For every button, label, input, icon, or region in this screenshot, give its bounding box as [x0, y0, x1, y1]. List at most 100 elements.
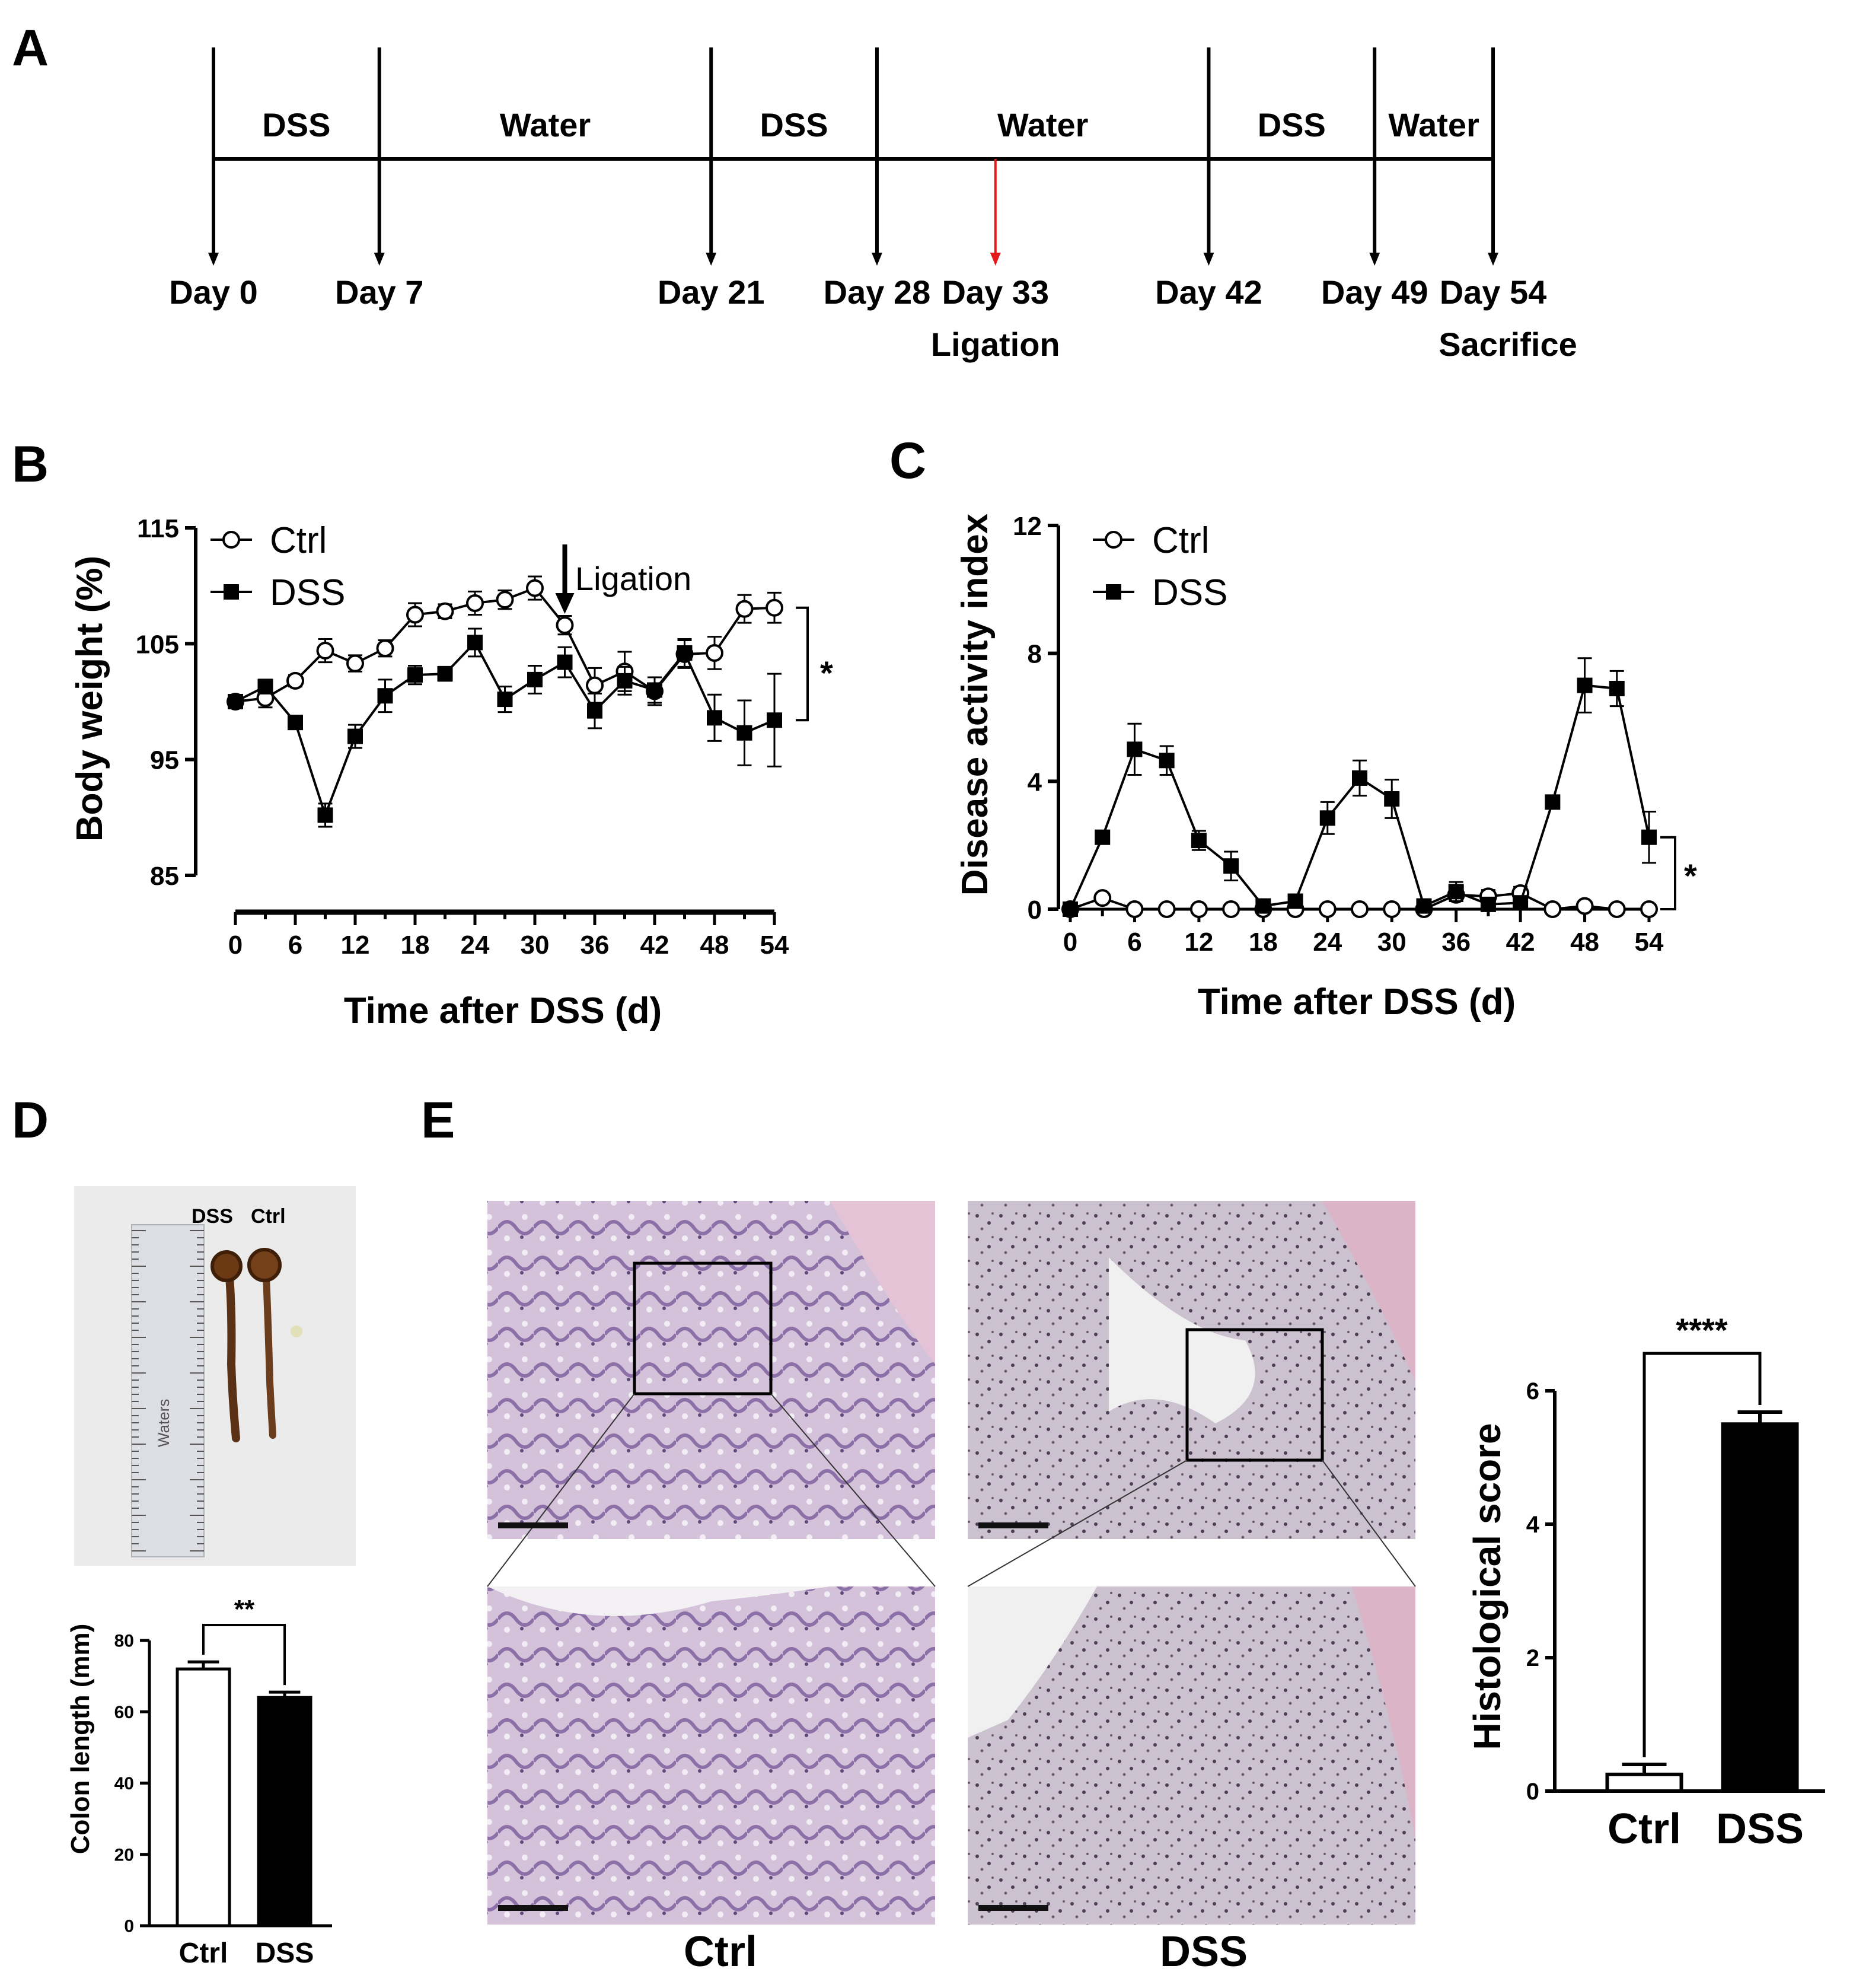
colon-dss: [224, 1259, 240, 1442]
x-tick-label: 42: [640, 931, 669, 960]
significance-mark: **: [234, 1595, 255, 1624]
bar-ctrl: [176, 1667, 231, 1928]
panel-label-e: E: [421, 1092, 455, 1149]
bar-dss: [257, 1696, 312, 1928]
significance-bracket: [202, 1624, 286, 1686]
y-tick-label: 105: [136, 630, 179, 659]
data-point-ctrl: [466, 594, 484, 612]
data-point-ctrl: [1383, 900, 1401, 918]
significance-bracket: [1642, 1352, 1762, 1757]
data-point-dss: [736, 725, 752, 741]
legend-label: Ctrl: [1152, 520, 1209, 561]
data-point-ctrl: [1608, 900, 1626, 918]
data-point-dss: [377, 688, 393, 704]
data-point-ctrl: [376, 639, 394, 658]
y-tick-label: 12: [1013, 512, 1042, 541]
data-point-dss: [647, 682, 662, 698]
arrow-head-icon: [990, 253, 1001, 266]
timeline-day-label: Day 42: [1155, 273, 1262, 311]
data-point-ctrl: [1318, 900, 1337, 918]
scale-bar: [978, 1522, 1048, 1528]
y-tick-label: 4: [1028, 767, 1042, 797]
x-tick-label: 6: [1127, 928, 1141, 957]
x-tick-label: 12: [341, 931, 370, 960]
y-tick-label: 40: [114, 1774, 134, 1793]
panel-label-d: D: [12, 1092, 49, 1149]
y-tick-label: 60: [114, 1703, 134, 1722]
y-tick-label: 0: [124, 1917, 134, 1936]
data-point-dss: [1223, 858, 1239, 874]
significance-bracket: [1660, 836, 1676, 910]
data-point-dss: [1127, 741, 1143, 757]
data-point-dss: [1641, 829, 1657, 845]
lumen-space: [1109, 1257, 1255, 1423]
timeline-segment-label: DSS: [262, 106, 330, 144]
x-tick-label: 24: [1313, 928, 1342, 957]
data-point-dss: [1448, 884, 1464, 900]
data-point-dss: [767, 712, 782, 728]
y-tick-label: 80: [114, 1632, 134, 1651]
histology-ctrl-low: [487, 1201, 935, 1539]
data-point-dss: [1609, 680, 1625, 696]
data-point-ctrl: [496, 591, 514, 609]
arrow-head-icon: [871, 253, 882, 266]
panel-label-b: B: [12, 436, 49, 493]
significance-mark: *: [820, 654, 833, 692]
zoom-box-dss: [1185, 1328, 1324, 1462]
data-point-ctrl: [1222, 900, 1240, 918]
timeline-day-label: Day 28: [824, 273, 931, 311]
timeline-day-label: Day 0: [169, 273, 257, 311]
bar-dss: [1721, 1422, 1799, 1793]
timeline-segment-label: Water: [1388, 106, 1479, 144]
colon-ctrl: [262, 1260, 276, 1439]
y-tick-label: 4: [1526, 1512, 1540, 1538]
arrow-head-icon: [1369, 253, 1380, 266]
data-point-ctrl: [766, 598, 783, 617]
timeline-day-label: Day 33: [942, 273, 1049, 311]
x-axis-label: Time after DSS (d): [344, 990, 662, 1031]
y-axis-label: Disease activity index: [955, 513, 996, 896]
significance-bracket: [796, 606, 809, 722]
timeline-segment-label: DSS: [760, 106, 828, 144]
y-axis-label: Body weight (%): [69, 556, 110, 842]
y-tick-label: 20: [114, 1845, 134, 1865]
ligation-annotation: Ligation: [575, 560, 691, 597]
colon-length-chart: Colon length (mm) ** 0 20 40 60 80 Ctrl DSS: [66, 1595, 332, 1969]
series-line-dss: [235, 640, 775, 819]
zoom-box-ctrl: [633, 1261, 773, 1396]
histology-ctrl-high: [487, 1586, 935, 1925]
scale-bar: [498, 1905, 568, 1911]
data-point-ctrl: [1543, 900, 1562, 918]
legend-marker: [1105, 531, 1122, 549]
legend-label: Ctrl: [270, 520, 327, 561]
x-tick-label: DSS: [1716, 1805, 1804, 1853]
zoom-line: [1322, 1460, 1416, 1587]
timeline-event-note: Ligation: [931, 326, 1060, 363]
zoom-line: [770, 1393, 936, 1587]
x-tick-label: DSS: [256, 1938, 314, 1969]
x-tick-label: 30: [521, 931, 550, 960]
data-point-dss: [497, 692, 513, 708]
y-tick-label: 85: [150, 862, 179, 891]
data-point-dss: [1063, 901, 1078, 917]
x-tick-label: 12: [1184, 928, 1213, 957]
x-tick-label: 54: [760, 931, 789, 960]
series-line-dss: [1069, 684, 1650, 910]
data-point-ctrl: [735, 600, 754, 618]
data-point-ctrl: [706, 643, 723, 662]
y-tick-label: 0: [1526, 1779, 1539, 1805]
body-weight-chart: Body weight (%) Time after DSS (d) Ligat…: [69, 514, 833, 1031]
y-tick-label: 115: [137, 514, 179, 543]
y-tick-label: 8: [1028, 640, 1042, 669]
y-tick-label: 6: [1526, 1378, 1539, 1404]
legend-label: DSS: [270, 572, 345, 613]
y-tick-label: 0: [1028, 896, 1042, 925]
x-tick-label: 18: [1249, 928, 1278, 957]
x-tick-label: 6: [288, 931, 302, 960]
lumen-space: [487, 1586, 830, 1616]
x-axis-label: Time after DSS (d): [1198, 982, 1516, 1022]
data-point-dss: [677, 645, 693, 661]
cecum-dss: [211, 1250, 243, 1282]
legend-label: DSS: [1152, 572, 1227, 613]
